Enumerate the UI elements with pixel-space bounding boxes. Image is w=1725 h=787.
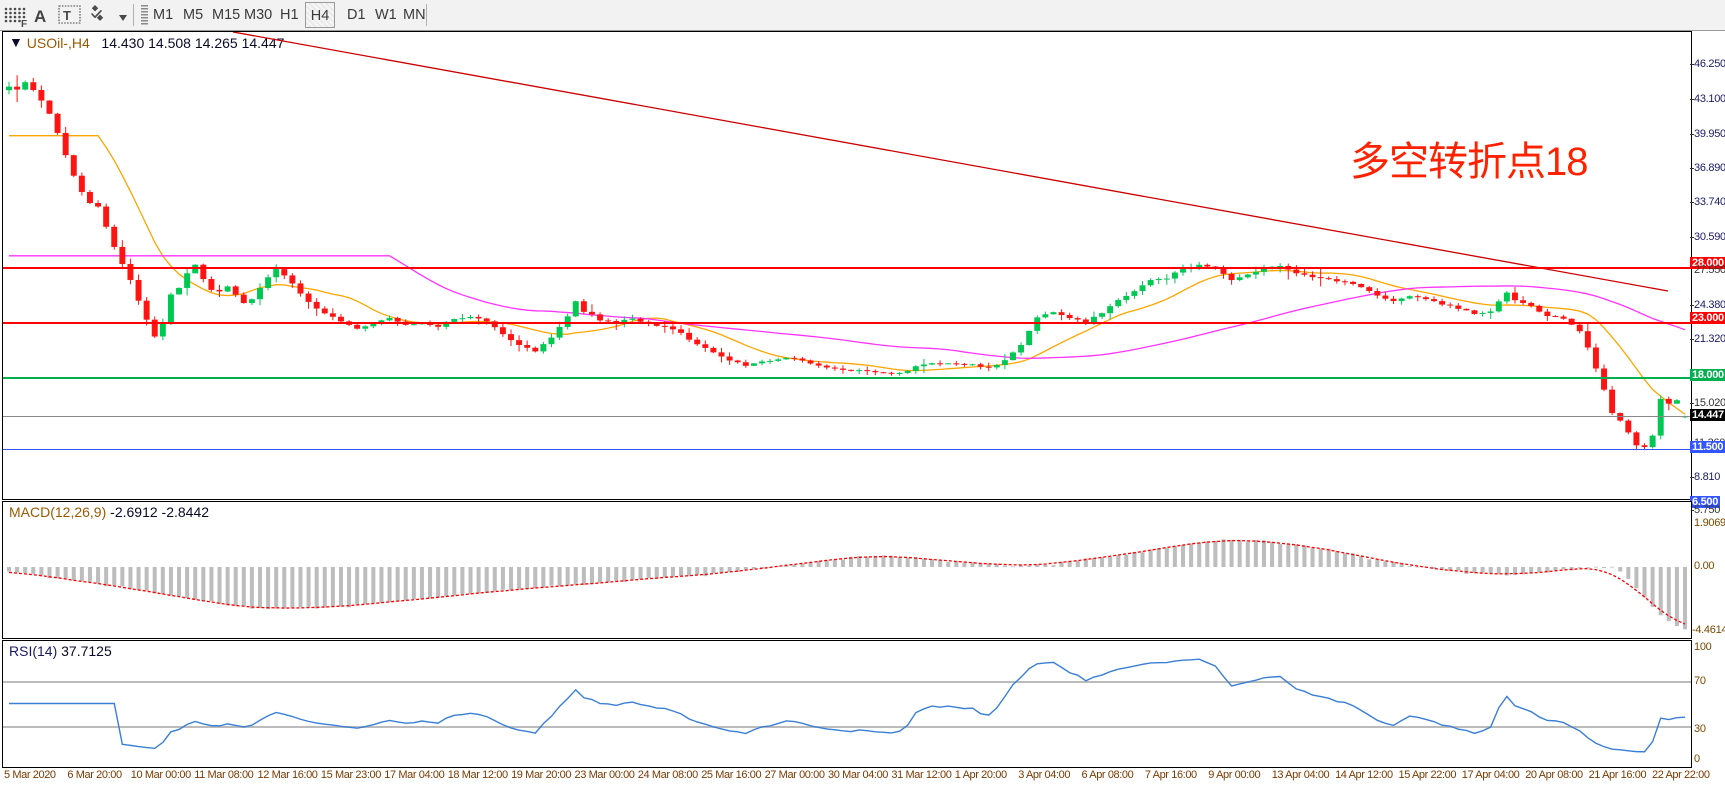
svg-text:A: A bbox=[34, 7, 46, 26]
svg-text:T: T bbox=[63, 8, 71, 23]
svg-text:F: F bbox=[21, 19, 27, 28]
